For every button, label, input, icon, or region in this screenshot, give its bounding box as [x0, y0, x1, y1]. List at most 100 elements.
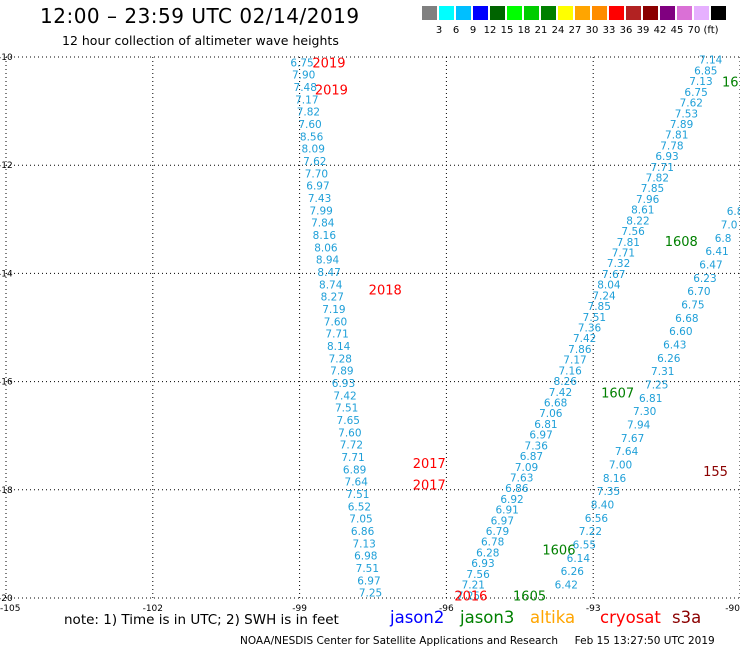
legend-swatch [626, 6, 641, 20]
legend-swatch [439, 6, 454, 20]
wave-height-value: 7.05 [349, 514, 372, 526]
wave-height-value: 7.25 [359, 588, 382, 600]
legend-label: 33 [602, 25, 616, 36]
wave-height-value: 6.68 [544, 397, 567, 409]
legend-label: 6 [452, 25, 460, 36]
wave-height-value: 6.41 [705, 246, 728, 258]
wave-height-value: 8.14 [327, 341, 351, 353]
wave-height-value: 7.67 [602, 269, 625, 281]
wave-height-value: 7.32 [607, 258, 630, 270]
pass-time-label: 1607 [601, 386, 634, 401]
wave-height-value: 7.42 [573, 333, 596, 345]
wave-height-map: -105 -102 -99 -96 -93 -90 -10 -12 -14 -16 -18 -20 6.… [0, 53, 740, 612]
wave-height-value: 7.86 [568, 344, 592, 356]
wave-height-value: 7.25 [457, 590, 480, 602]
wave-height-value: 7.96 [636, 194, 660, 206]
x-tick-label: -96 [439, 604, 454, 612]
legend-label: 70 [687, 25, 701, 36]
wave-height-value: 7.30 [633, 406, 656, 418]
wave-height-value: 6.8 [715, 233, 732, 245]
wave-height-value: 7.85 [588, 301, 611, 313]
wave-height-value: 6.14 [567, 553, 591, 565]
footnote: note: 1) Time is in UTC; 2) SWH is in fe… [64, 612, 339, 628]
wave-height-value: 7.53 [675, 108, 698, 120]
pass-time-label: 2016 [454, 589, 487, 604]
legend-swatch [473, 6, 488, 20]
wave-height-value: 7.13 [352, 538, 375, 550]
wave-height-value: 7.60 [298, 119, 321, 131]
legend-swatch [575, 6, 590, 20]
wave-height-value: 6.93 [655, 151, 678, 163]
wave-height-value: 7.72 [340, 440, 363, 452]
x-tick-label: -99 [292, 604, 307, 612]
wave-height-value: 7.51 [335, 403, 358, 415]
legend-swatch [660, 6, 675, 20]
wave-height-value: 6.23 [693, 273, 716, 285]
wave-height-value: 7.65 [337, 415, 360, 427]
wave-height-value: 7.64 [615, 446, 639, 458]
legend-label: 9 [469, 25, 477, 36]
legend-label: 3 [435, 25, 443, 36]
legend-swatch [643, 6, 658, 20]
wave-height-value: 6.8 [727, 206, 740, 218]
satellite-label-jason3: jason3 [460, 608, 515, 627]
legend-swatch [677, 6, 692, 20]
wave-height-value: 7.78 [660, 140, 683, 152]
wave-height-value: 7.22 [579, 526, 602, 538]
wave-height-value: 7.43 [308, 193, 331, 205]
wave-height-value: 8.40 [591, 499, 614, 511]
wave-height-value: 7.42 [549, 387, 572, 399]
x-tick-label: -105 [0, 604, 20, 612]
wave-height-value: 6.93 [332, 378, 355, 390]
wave-height-value: 6.93 [471, 558, 494, 570]
wave-height-value: 7.81 [617, 237, 640, 249]
wave-height-value: 8.16 [603, 473, 627, 485]
wave-height-value: 7.62 [303, 156, 326, 168]
wave-height-value: 7.63 [510, 472, 533, 484]
legend-label: 39 [636, 25, 650, 36]
y-tick-label: -20 [0, 594, 13, 604]
wave-height-value: 7.17 [295, 94, 318, 106]
wave-height-value: 6.52 [348, 501, 371, 513]
legend-swatch [711, 6, 726, 20]
pass-time-label: 2017 [413, 478, 446, 493]
legend-label: 24 [551, 25, 565, 36]
wave-height-value: 8.22 [626, 215, 649, 227]
legend-label: (ft) [703, 25, 719, 36]
wave-height-value: 6.55 [573, 539, 596, 551]
legend-label: 18 [517, 25, 531, 36]
wave-height-value: 7.06 [539, 408, 563, 420]
wave-height-value: 8.47 [317, 267, 340, 279]
wave-height-value: 7.90 [292, 70, 315, 82]
wave-height-value: 7.56 [466, 569, 490, 581]
wave-height-value: 7.17 [563, 355, 586, 367]
satellite-label-s3a: s3a [672, 608, 702, 627]
y-tick-label: -12 [0, 161, 13, 171]
legend-swatch [507, 6, 522, 20]
wave-height-value: 6.85 [694, 65, 717, 77]
wave-height-value: 6.98 [354, 551, 377, 563]
legend-label: 27 [568, 25, 582, 36]
legend-label: 30 [585, 25, 599, 36]
wave-height-value: 7.0 [721, 220, 738, 232]
wave-height-value: 7.48 [294, 82, 317, 94]
legend-swatch [541, 6, 556, 20]
wave-height-value: 7.81 [665, 130, 688, 142]
wave-height-value: 6.43 [663, 340, 686, 352]
wave-height-value: 7.64 [345, 477, 369, 489]
legend-swatch [558, 6, 573, 20]
pass-time-label: 2019 [315, 83, 348, 98]
wave-height-value: 6.75 [290, 57, 313, 69]
wave-height-value: 6.47 [699, 260, 722, 272]
legend-label: 42 [653, 25, 667, 36]
pass-time-label: 16 [722, 75, 739, 90]
wave-height-value: 6.26 [561, 566, 585, 578]
wave-height-value: 7.24 [592, 290, 616, 302]
wave-height-value: 7.60 [338, 427, 361, 439]
wave-height-value: 6.89 [343, 464, 366, 476]
pass-time-label: 155 [703, 465, 728, 480]
pass-time-label: 2017 [413, 457, 446, 472]
wave-height-value: 6.56 [585, 513, 609, 525]
wave-height-value: 8.26 [554, 376, 578, 388]
wave-height-value: 7.25 [645, 379, 668, 391]
